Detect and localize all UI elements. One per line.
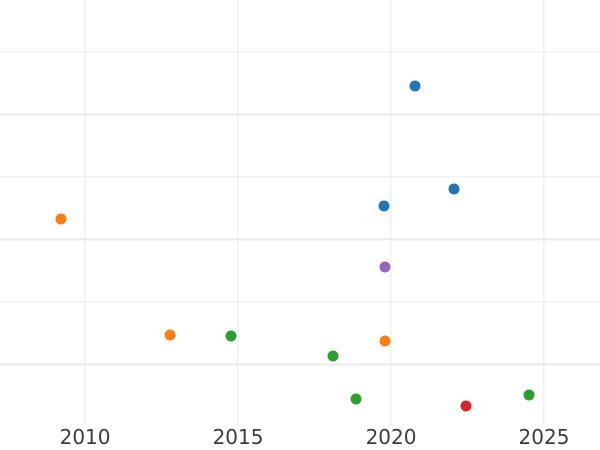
x-tick-label: 2020 (365, 425, 417, 449)
scatter-point-blue (378, 200, 390, 212)
scatter-point-green (225, 330, 237, 342)
horizontal-gridline (0, 176, 600, 178)
horizontal-gridline (0, 113, 600, 116)
scatter-point-blue (448, 183, 460, 195)
horizontal-gridline (0, 238, 600, 241)
scatter-point-blue (409, 80, 421, 92)
scatter-point-purple (379, 261, 391, 273)
x-axis: 2010 2015 2020 2025 (0, 425, 600, 450)
vertical-gridline (390, 0, 392, 425)
scatter-point-green (327, 350, 339, 362)
x-tick-label: 2015 (212, 425, 264, 449)
scatter-point-green (523, 389, 535, 401)
horizontal-gridline (0, 363, 600, 366)
horizontal-gridline (0, 51, 600, 53)
x-tick-label: 2025 (518, 425, 570, 449)
scatter-point-red (460, 400, 472, 412)
vertical-gridline (84, 0, 86, 425)
vertical-gridline (543, 0, 545, 425)
scatter-point-orange (379, 335, 391, 347)
x-tick-label: 2010 (59, 425, 111, 449)
horizontal-gridline (0, 301, 600, 303)
scatter-point-green (350, 393, 362, 405)
scatter-point-orange (55, 213, 67, 225)
scatter-point-orange (164, 329, 176, 341)
vertical-gridline (237, 0, 239, 425)
plot-area (0, 0, 600, 425)
